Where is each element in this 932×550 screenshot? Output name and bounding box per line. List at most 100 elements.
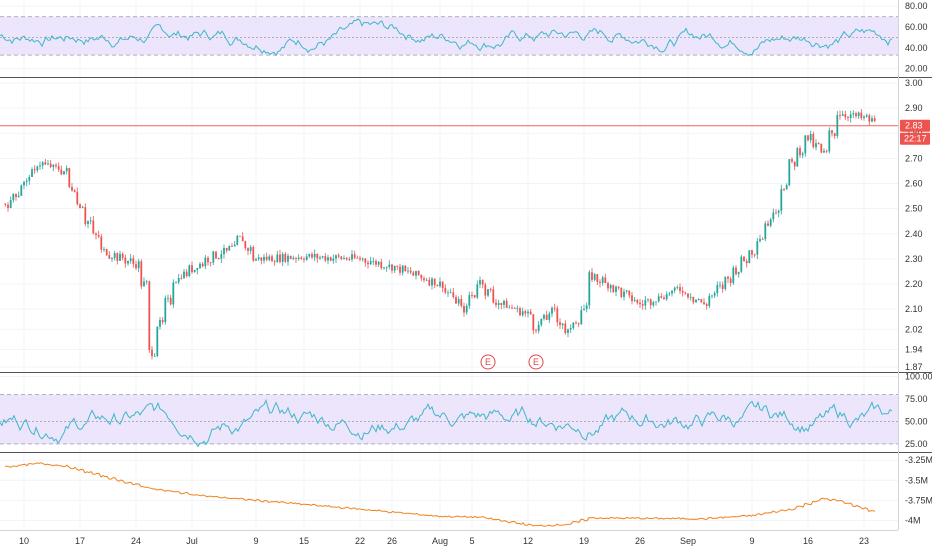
candle[interactable] xyxy=(247,248,249,251)
candle[interactable] xyxy=(463,305,465,313)
candle[interactable] xyxy=(783,189,785,190)
candle[interactable] xyxy=(516,308,519,309)
candle[interactable] xyxy=(799,148,801,156)
candle[interactable] xyxy=(751,250,753,255)
candle[interactable] xyxy=(772,212,775,220)
candle[interactable] xyxy=(180,278,183,279)
candle[interactable] xyxy=(207,257,209,263)
candle[interactable] xyxy=(249,247,252,251)
candle[interactable] xyxy=(228,246,231,251)
candle[interactable] xyxy=(396,265,399,267)
candle[interactable] xyxy=(436,284,439,287)
candle[interactable] xyxy=(745,261,748,264)
candle[interactable] xyxy=(679,287,681,291)
candle[interactable] xyxy=(377,261,380,265)
candle[interactable] xyxy=(764,223,767,240)
candle[interactable] xyxy=(15,193,17,198)
candle[interactable] xyxy=(623,291,625,297)
candle[interactable] xyxy=(652,302,655,306)
candle[interactable] xyxy=(116,253,119,261)
candle[interactable] xyxy=(660,296,663,298)
candle[interactable] xyxy=(644,300,647,306)
candle[interactable] xyxy=(212,251,215,263)
candle[interactable] xyxy=(460,299,463,306)
candle[interactable] xyxy=(76,191,79,205)
candle[interactable] xyxy=(721,284,724,289)
candle[interactable] xyxy=(271,256,273,262)
candle[interactable] xyxy=(263,256,265,261)
candle[interactable] xyxy=(545,314,548,320)
candle[interactable] xyxy=(297,257,300,259)
candle[interactable] xyxy=(47,163,49,165)
candle[interactable] xyxy=(100,236,103,250)
candle[interactable] xyxy=(775,212,777,214)
candle[interactable] xyxy=(865,115,868,117)
candle[interactable] xyxy=(343,258,345,259)
candle[interactable] xyxy=(65,168,68,172)
candle[interactable] xyxy=(697,299,700,300)
candle[interactable] xyxy=(471,295,473,296)
candle[interactable] xyxy=(380,261,383,269)
candle[interactable] xyxy=(612,285,615,293)
candle[interactable] xyxy=(681,290,684,293)
candle[interactable] xyxy=(428,279,431,286)
earnings-marker[interactable] xyxy=(480,354,496,370)
candle[interactable] xyxy=(129,258,132,261)
candle[interactable] xyxy=(548,313,551,320)
candle[interactable] xyxy=(415,270,417,276)
candle[interactable] xyxy=(684,292,687,294)
candle[interactable] xyxy=(604,277,607,283)
candle[interactable] xyxy=(71,186,73,191)
countdown-tag[interactable] xyxy=(900,132,930,145)
candle[interactable] xyxy=(113,253,116,258)
candle[interactable] xyxy=(457,299,460,304)
candle[interactable] xyxy=(164,297,167,323)
candle[interactable] xyxy=(399,266,401,273)
candle[interactable] xyxy=(319,257,321,259)
candle[interactable] xyxy=(177,278,180,283)
price-axis[interactable]: 80.00 60.00 40.00 20.00 100.00 75.00 50.00 25.0… xyxy=(900,1,932,525)
candle[interactable] xyxy=(740,256,743,272)
candle[interactable] xyxy=(119,253,121,261)
candle[interactable] xyxy=(287,255,289,262)
candle[interactable] xyxy=(199,263,201,269)
candle[interactable] xyxy=(385,266,388,268)
candle[interactable] xyxy=(708,295,711,306)
candle[interactable] xyxy=(233,244,236,247)
candle[interactable] xyxy=(607,282,609,289)
candle[interactable] xyxy=(55,164,57,167)
candle[interactable] xyxy=(649,299,652,306)
candle[interactable] xyxy=(655,301,657,303)
candle[interactable] xyxy=(849,114,852,119)
candle[interactable] xyxy=(841,114,844,116)
candle[interactable] xyxy=(633,300,636,302)
candle[interactable] xyxy=(172,282,175,305)
candle[interactable] xyxy=(564,323,567,333)
candle[interactable] xyxy=(657,296,660,302)
candle[interactable] xyxy=(127,260,129,264)
candle[interactable] xyxy=(591,272,593,280)
candle[interactable] xyxy=(153,355,156,357)
candle[interactable] xyxy=(455,296,457,304)
candle[interactable] xyxy=(596,274,599,282)
candle[interactable] xyxy=(4,203,7,205)
candle[interactable] xyxy=(724,276,727,289)
candle[interactable] xyxy=(303,258,305,260)
candle[interactable] xyxy=(337,255,340,257)
candle[interactable] xyxy=(404,265,407,272)
candle[interactable] xyxy=(161,319,164,323)
candle[interactable] xyxy=(449,292,452,294)
candle[interactable] xyxy=(756,241,759,255)
candle[interactable] xyxy=(559,322,561,326)
candle[interactable] xyxy=(295,257,297,259)
obv-line[interactable] xyxy=(4,462,876,527)
candle[interactable] xyxy=(503,300,505,305)
candle[interactable] xyxy=(484,284,487,296)
candle[interactable] xyxy=(151,349,153,357)
candle[interactable] xyxy=(92,220,95,234)
candle[interactable] xyxy=(676,287,679,288)
candle[interactable] xyxy=(7,204,9,208)
candle[interactable] xyxy=(481,280,484,285)
candle[interactable] xyxy=(804,135,807,154)
